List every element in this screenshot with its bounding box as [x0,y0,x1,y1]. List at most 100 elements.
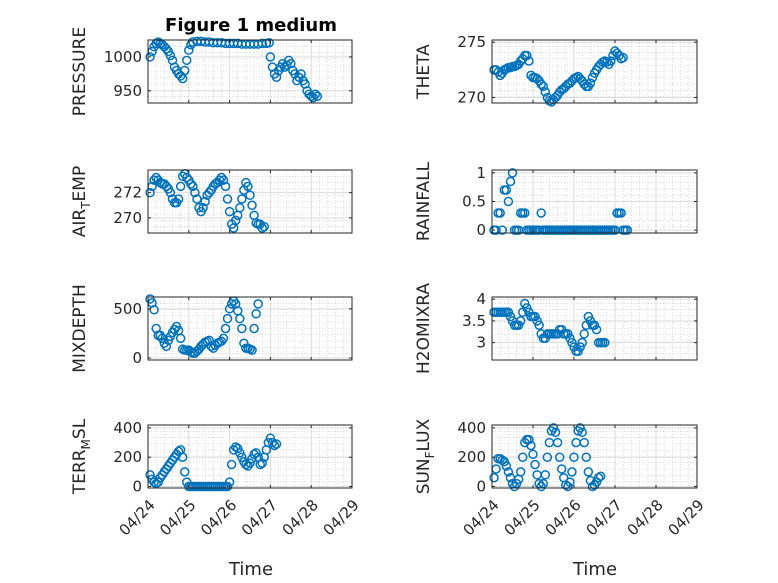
y-tick-label: 0.5 [462,193,486,211]
y-axis-label: PRESSURE [70,27,90,116]
subplot-mixdepth: 0 500 MIXDEPTH [70,284,353,373]
data-point [538,81,548,92]
data-point [257,223,267,233]
y-tick-label: 200 [113,448,142,466]
data-point [218,333,229,344]
data-point [530,459,540,470]
data-point [253,299,263,309]
data-point [218,175,229,185]
data-point [245,190,255,200]
data-point [235,313,245,324]
x-tick-label: 04/28 [623,496,666,539]
data-point [524,56,534,66]
data-point [542,452,553,462]
x-tick-label: 04/24 [115,496,158,539]
data-point [173,194,184,204]
subplot-pressure: 950 1000 PRESSURE [70,27,353,116]
data-point [251,308,261,319]
data-point [600,337,610,348]
y-axis-label: MIXDEPTH [70,284,90,373]
data-point [518,452,528,462]
data-point [230,215,241,226]
data-point [237,452,247,462]
data-point [520,298,530,309]
data-point [503,467,514,477]
data-point [222,194,233,204]
x-tick-label: 04/26 [197,496,240,539]
data-point [577,427,587,438]
x-tick-label: 04/27 [238,496,281,539]
data-point [602,57,612,67]
data-point [575,342,585,352]
data-point [593,472,604,483]
data-point [184,45,194,55]
data-point [220,181,231,192]
subplot-h2omixra: 3 3.5 4 H2OMIXRA [414,283,698,374]
data-point [575,423,585,433]
data-point [515,316,526,326]
y-tick-label: 4 [476,290,486,308]
data-point [186,179,196,189]
data-point [257,38,267,49]
data-point [579,329,589,339]
x-tick-label: 04/26 [541,496,584,539]
y-axis-label: SUNFLUX [414,418,437,494]
axes-box [491,39,698,104]
data-point [530,311,540,322]
data-point [524,434,534,445]
y-tick-label: 400 [457,419,486,437]
data-point [505,311,516,322]
y-axis-label: THETA [414,44,434,100]
data-point [501,185,512,195]
data-point [579,437,589,448]
data-point [151,38,161,49]
figure-title: Figure 1 medium [165,15,337,36]
data-point [495,208,505,218]
data-point [226,459,237,470]
data-point [179,467,190,477]
data-point [532,316,542,326]
data-point [149,305,159,315]
data-point [569,452,579,462]
data-point [520,208,530,218]
data-point [550,427,561,438]
data-point [591,324,602,335]
data-point [497,225,507,235]
data-point [503,307,514,317]
axes-box [491,424,698,489]
data-point [216,172,227,183]
data-point [583,311,594,322]
data-point [585,78,596,88]
axes-box [147,296,353,361]
x-tick-label: 04/29 [319,496,362,539]
y-axis-label: RAINFALL [414,161,434,241]
y-tick-label: 3.5 [462,312,486,330]
axes-box [147,424,353,489]
data-point [565,477,575,487]
x-tick-label: 04/28 [279,496,322,539]
data-point [224,206,235,217]
axes-box [491,296,698,361]
x-tick-label: 04/29 [664,496,707,539]
data-point [235,448,245,458]
data-point [182,55,192,66]
data-point [616,208,626,218]
data-point [522,303,532,313]
data-point [271,439,282,449]
data-point [153,477,163,487]
data-point [222,313,233,324]
data-point [503,196,514,207]
y-tick-label: 270 [457,88,486,106]
data-point [515,467,526,477]
data-point [165,187,176,198]
y-tick-label: 0 [476,478,486,496]
data-point [237,194,247,204]
data-point [540,87,551,97]
data-point [581,452,592,462]
data-point [567,467,577,477]
data-point [192,194,202,204]
data-point [577,337,587,348]
data-point [249,323,259,334]
